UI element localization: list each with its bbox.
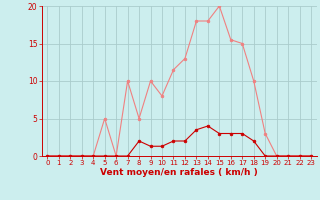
X-axis label: Vent moyen/en rafales ( km/h ): Vent moyen/en rafales ( km/h ) [100,168,258,177]
